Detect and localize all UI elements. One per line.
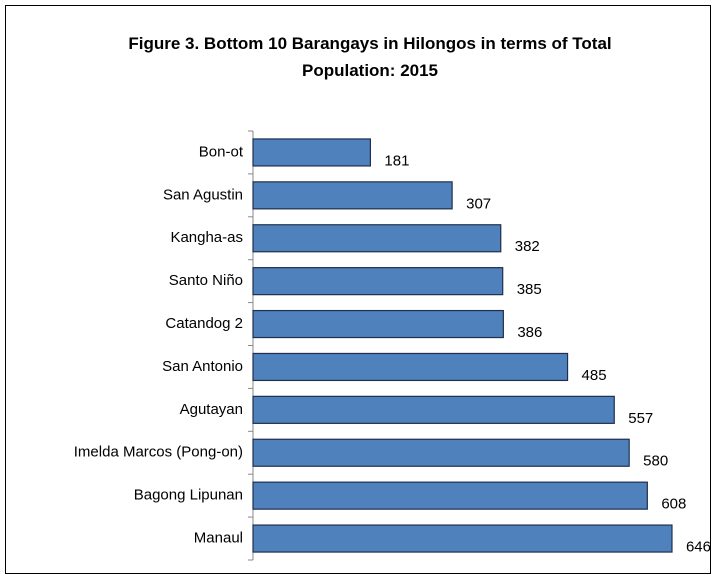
- data-label: 608: [661, 496, 686, 513]
- y-tick-label: Manaul: [194, 530, 243, 547]
- data-label: 557: [628, 410, 653, 427]
- y-tick-label: Bon-ot: [199, 143, 244, 160]
- y-tick-label: Bagong Lipunan: [134, 487, 243, 504]
- data-label: 181: [384, 152, 409, 169]
- y-tick-label: Imelda Marcos (Pong-on): [74, 444, 243, 461]
- chart-frame: [5, 5, 711, 574]
- bar: [252, 309, 504, 339]
- y-tick-label: Catandog 2: [165, 315, 243, 332]
- data-label: 485: [582, 367, 607, 384]
- y-tick-label: Kangha-as: [170, 229, 243, 246]
- chart-title: Figure 3. Bottom 10 Barangays in Hilongo…: [128, 34, 612, 80]
- data-label: 307: [466, 195, 491, 212]
- bar: [252, 524, 673, 553]
- y-tick-label: San Agustin: [163, 186, 243, 203]
- bar: [252, 481, 648, 510]
- data-label: 646: [686, 539, 711, 556]
- bar: [252, 138, 371, 167]
- bar: [252, 181, 453, 210]
- data-label: 386: [517, 324, 542, 341]
- data-label: 385: [517, 281, 542, 298]
- bar: [252, 395, 615, 424]
- data-label: 580: [643, 453, 668, 470]
- y-tick-label: Santo Niño: [169, 272, 243, 289]
- bar: [252, 224, 502, 253]
- y-tick-label: San Antonio: [162, 358, 243, 375]
- y-tick-label: Agutayan: [180, 401, 243, 418]
- data-label: 382: [515, 238, 540, 255]
- bar: [252, 438, 630, 467]
- bar: [252, 352, 569, 382]
- bar: [252, 267, 504, 296]
